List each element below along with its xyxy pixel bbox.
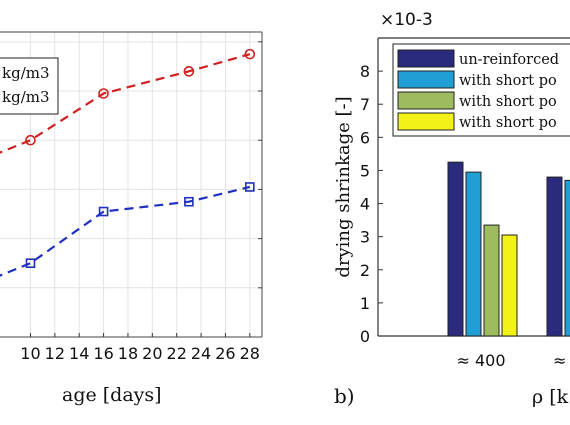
data-point-square bbox=[184, 196, 194, 207]
x-tick-label: 14 bbox=[69, 344, 89, 363]
data-point-circle bbox=[183, 66, 195, 77]
y-multiplier: ×10-3 bbox=[380, 10, 433, 30]
data-point-square bbox=[245, 182, 255, 192]
y-axis-label: drying shrinkage [-] bbox=[333, 96, 354, 277]
y-tick-label: 1 bbox=[360, 294, 370, 313]
bar-3-group-1 bbox=[483, 224, 500, 337]
data-point-circle bbox=[98, 88, 109, 99]
x-tick-label: 26 bbox=[215, 344, 235, 363]
panel-a-line-chart: 10 12 14 16 18 20 22 24 26 28 kg/m3 kg/m3 age [days] bbox=[0, 31, 263, 406]
data-point-circle bbox=[244, 48, 256, 60]
legend-label-3: with short po bbox=[459, 94, 557, 110]
x-tick-label: 28 bbox=[240, 344, 260, 363]
bar-4-group-1 bbox=[501, 234, 518, 337]
series-line-1 bbox=[0, 53, 251, 154]
y-tick-label: 3 bbox=[360, 228, 370, 247]
y-tick-label: 4 bbox=[360, 195, 370, 214]
x-tick-label: 10 bbox=[20, 344, 40, 363]
panel-label: b) bbox=[334, 384, 355, 408]
y-tick-label: 6 bbox=[360, 128, 370, 147]
series-line-2 bbox=[0, 185, 251, 277]
category-label-1: ≈ 400 bbox=[456, 351, 505, 370]
bar-1-group-2 bbox=[546, 176, 563, 337]
bar-2-group-1 bbox=[465, 171, 482, 337]
y-tick-label: 0 bbox=[360, 327, 370, 346]
bar-2-group-2 bbox=[564, 179, 570, 337]
y-tick-label: 8 bbox=[360, 62, 370, 81]
panel-b-bar-chart: ×10-3 0 1 2 3 4 5 6 7 8 drying shrinkage [-] ≈ 400 ≈… bbox=[333, 10, 570, 408]
legend-label-1: kg/m3 bbox=[2, 64, 50, 82]
x-axis-label: ρ [k bbox=[532, 386, 569, 408]
legend-label-1: un-reinforced bbox=[459, 52, 559, 68]
x-tick-label: 12 bbox=[45, 344, 65, 363]
legend-label-2: kg/m3 bbox=[2, 88, 50, 106]
legend-box bbox=[0, 57, 59, 115]
x-tick-label: 18 bbox=[118, 344, 138, 363]
x-tick-label: 24 bbox=[191, 344, 211, 363]
legend-label-4: with short po bbox=[459, 115, 557, 131]
data-point-circle bbox=[25, 134, 36, 146]
x-axis-label: age [days] bbox=[62, 384, 162, 406]
legend-swatch-3 bbox=[397, 91, 455, 110]
x-tick-label: 22 bbox=[167, 344, 187, 363]
data-point-square bbox=[25, 258, 36, 269]
x-tick-label: 16 bbox=[93, 344, 113, 363]
x-tick-label: 20 bbox=[142, 344, 162, 363]
y-tick-label: 7 bbox=[360, 95, 370, 114]
legend-swatch-1 bbox=[397, 49, 455, 68]
legend-swatch-2 bbox=[397, 70, 455, 89]
legend-label-2: with short po bbox=[459, 73, 557, 89]
y-tick-label: 5 bbox=[360, 161, 370, 180]
category-label-2: ≈ bbox=[553, 351, 566, 370]
data-point-square bbox=[98, 206, 109, 217]
legend-swatch-4 bbox=[397, 112, 455, 131]
bar-1-group-1 bbox=[447, 161, 464, 337]
y-tick-label: 2 bbox=[360, 261, 370, 280]
series-group bbox=[0, 48, 256, 277]
